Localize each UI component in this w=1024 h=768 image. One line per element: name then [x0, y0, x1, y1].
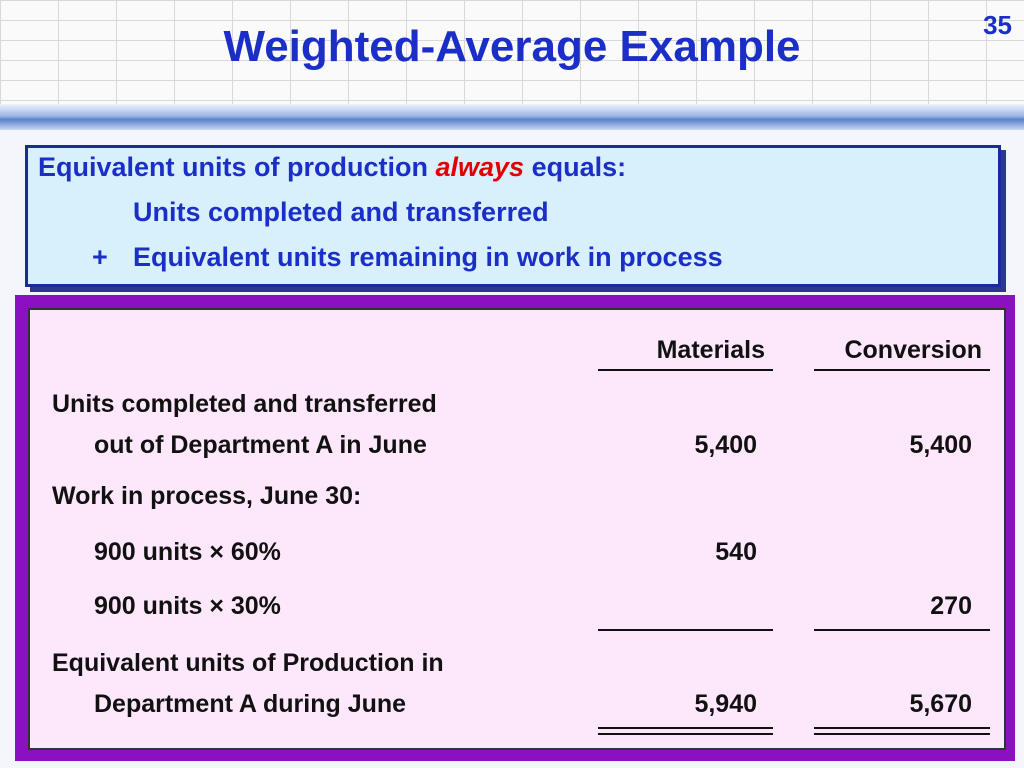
cell-materials: 540: [715, 538, 757, 566]
text: Equivalent units of production: [38, 152, 428, 182]
rule: [814, 629, 990, 631]
slide-number: 35: [983, 10, 1012, 40]
row-sublabel: Department A during June: [94, 690, 407, 718]
row-sublabel: 900 units × 60%: [94, 538, 281, 566]
table-panel: [28, 308, 1006, 750]
callout-line: Units completed and transferred: [133, 197, 549, 227]
cell-conversion: 5,400: [909, 431, 972, 459]
column-header: Conversion: [844, 336, 982, 364]
rule: [598, 733, 773, 735]
cell-materials: 5,940: [694, 690, 757, 718]
rule: [814, 369, 990, 371]
callout-line: Equivalent units remaining in work in pr…: [133, 242, 723, 272]
grid-background: [0, 0, 1024, 105]
text: equals:: [531, 152, 627, 182]
rule: [598, 629, 773, 631]
cell-conversion: 5,670: [909, 690, 972, 718]
emphasis: always: [435, 152, 525, 182]
rule: [598, 727, 773, 729]
row-sublabel: out of Department A in June: [94, 431, 427, 459]
cell-conversion: 270: [930, 592, 972, 620]
row-label: Work in process, June 30:: [52, 482, 362, 510]
rule: [814, 727, 990, 729]
rule: [598, 369, 773, 371]
header-band: [0, 104, 1024, 130]
callout-box: [25, 145, 1001, 287]
callout-sign: +: [92, 242, 108, 272]
row-sublabel: 900 units × 30%: [94, 592, 281, 620]
callout-line: Equivalent units of production always eq…: [38, 152, 626, 183]
column-header: Materials: [656, 336, 765, 364]
row-label: Units completed and transferred: [52, 390, 437, 418]
row-label: Equivalent units of Production in: [52, 649, 444, 677]
rule: [814, 733, 990, 735]
slide-title: Weighted-Average Example: [223, 22, 801, 71]
cell-materials: 5,400: [694, 431, 757, 459]
